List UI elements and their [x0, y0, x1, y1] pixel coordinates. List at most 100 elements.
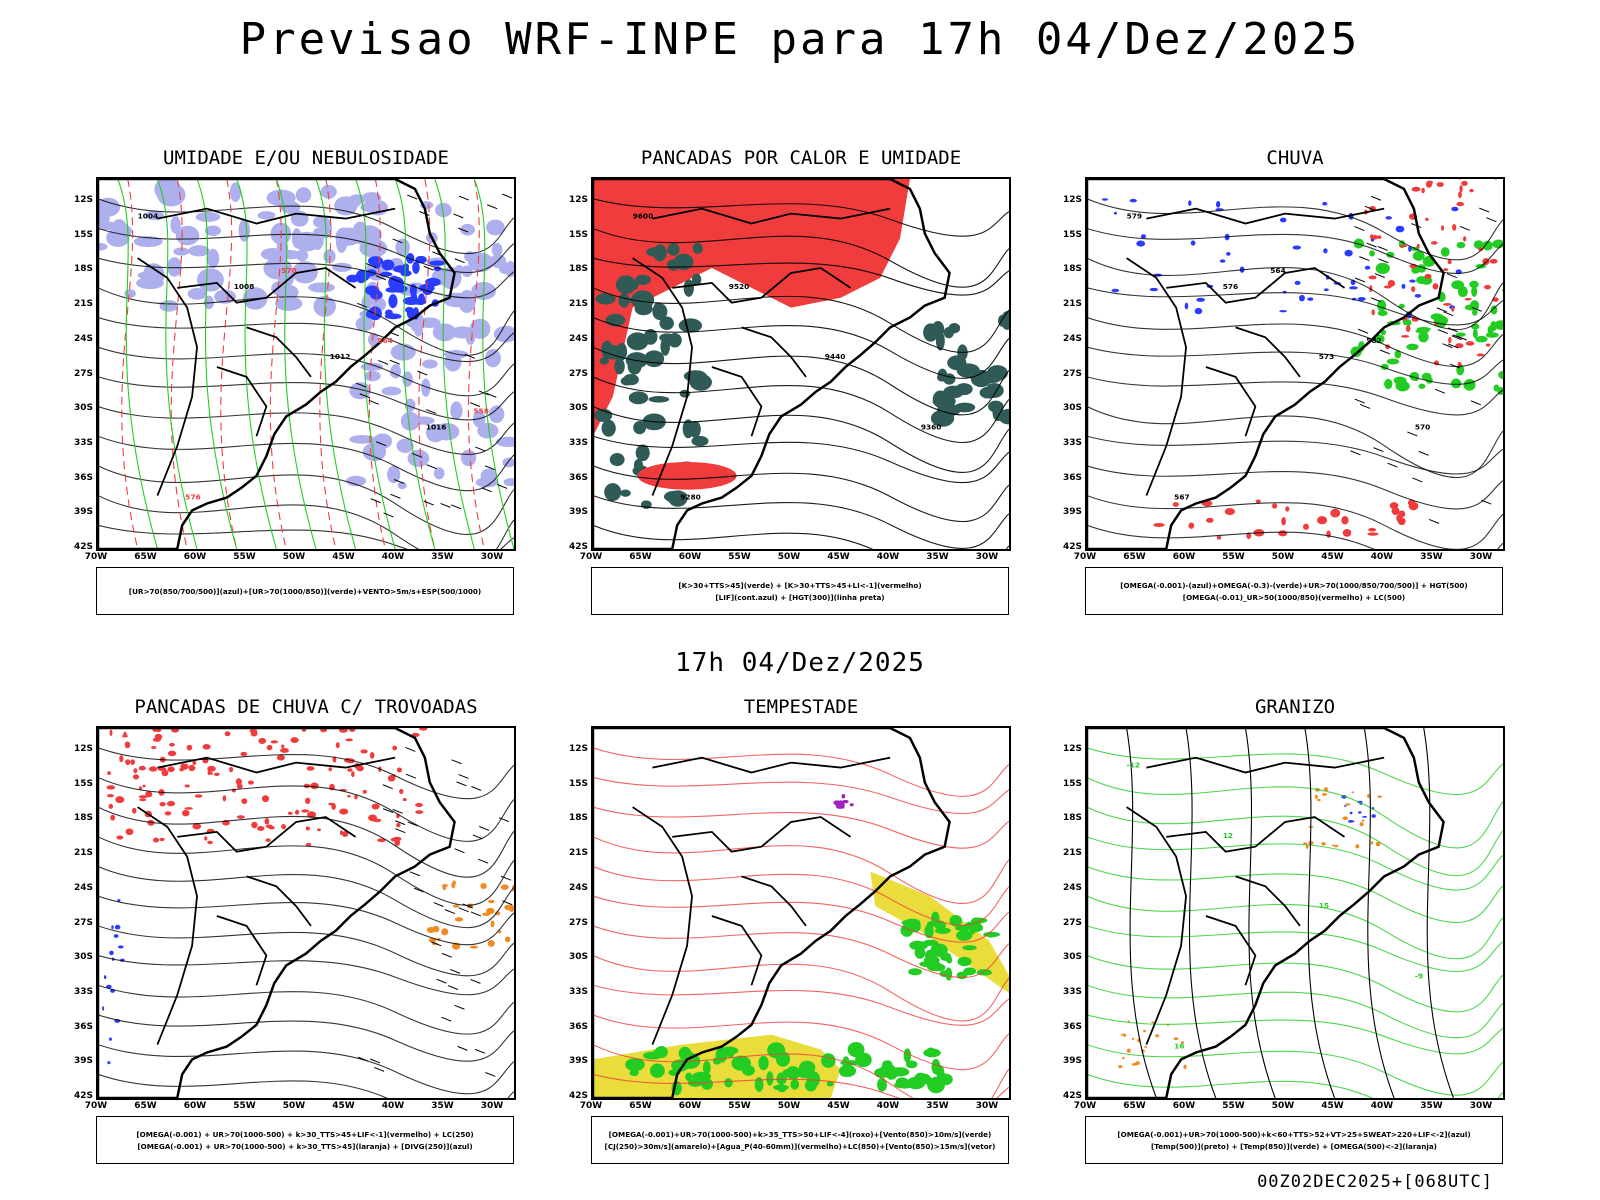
longitude-label: 35W: [926, 552, 949, 562]
latitude-label: 36S: [1062, 1021, 1082, 1032]
instability-green-area: [594, 242, 712, 509]
latitude-label: 33S: [1062, 437, 1082, 448]
contour-lines: [1087, 728, 1503, 1098]
contour-label: 16: [1174, 1042, 1184, 1051]
latitude-label: 39S: [568, 1056, 588, 1067]
latitude-label: 39S: [568, 507, 588, 518]
longitude-label: 45W: [1321, 1101, 1344, 1111]
panel-title: GRANIZO: [1254, 696, 1336, 718]
forecast-map: [591, 726, 1011, 1100]
panel-title: UMIDADE E/OU NEBULOSIDADE: [163, 147, 449, 169]
contour-labels: 9600 9520 9440 9360 9280: [633, 212, 942, 502]
latitude-label: 15S: [568, 229, 588, 240]
thunderstorm-orange-area: [426, 880, 514, 950]
latitude-label: 42S: [568, 542, 588, 552]
longitude-label: 45W: [827, 1101, 850, 1111]
contour-label: 9280: [680, 493, 701, 502]
latitude-label: 24S: [73, 882, 93, 893]
forecast-map: 9600 9520 9440 9360 9280: [591, 177, 1011, 551]
political-borders: [632, 207, 891, 496]
legend-line: [LIF](cont.azul) + [HGT(300)](linha pret…: [715, 592, 885, 602]
wind-green-south: [625, 1042, 953, 1096]
latitude-label: 18S: [568, 264, 588, 275]
coastline: [593, 728, 951, 1098]
latitude-label: 21S: [568, 848, 588, 859]
longitude-label: 40W: [1370, 552, 1394, 562]
latitude-label: 15S: [1062, 229, 1082, 240]
longitude-label: 60W: [183, 1101, 207, 1111]
map-svg: 9600 9520 9440 9360 9280: [593, 179, 1009, 549]
latitude-label: 36S: [73, 472, 93, 483]
longitude-label: 30W: [1469, 552, 1493, 562]
latitude-label: 24S: [568, 882, 588, 893]
longitude-label: 70W: [1073, 1101, 1097, 1111]
latitude-label: 15S: [568, 778, 588, 789]
latitude-label: 15S: [73, 778, 93, 789]
latitude-label: 27S: [1062, 917, 1082, 928]
coastline: [98, 179, 456, 549]
legend-line: [K>30+TTS>45](verde) + [K>30+TTS>45+LI<-…: [678, 580, 922, 590]
latitude-label: 21S: [568, 299, 588, 310]
latitude-label: 18S: [73, 813, 93, 824]
contour-label: 9520: [729, 282, 750, 291]
forecast-time-subtitle: 17h 04/Dez/2025: [675, 648, 925, 678]
latitude-label: 42S: [1062, 1091, 1082, 1101]
latitude-label: 27S: [568, 917, 588, 928]
contour-label: 9360: [921, 422, 942, 431]
coastline: [1087, 728, 1445, 1098]
latitude-label: 27S: [73, 368, 93, 379]
political-borders: [137, 756, 396, 1045]
contour-label: 564: [377, 336, 392, 345]
longitude-label: 30W: [1469, 1101, 1493, 1111]
panel-title: TEMPESTADE: [743, 696, 859, 718]
latitude-label: 30S: [73, 403, 93, 414]
latitude-label: 30S: [568, 952, 588, 963]
longitude-label: 45W: [332, 552, 355, 562]
longitude-label: 40W: [1370, 1101, 1394, 1111]
map-svg: [98, 728, 514, 1098]
map-layers: 9600 9520 9440 9360 9280: [593, 179, 1009, 549]
latitude-label: 12S: [568, 195, 588, 205]
latitude-label: 33S: [73, 986, 93, 997]
longitude-label: 35W: [1420, 1101, 1443, 1111]
longitude-label: 70W: [1073, 552, 1097, 562]
hail-orange-area: [1303, 787, 1382, 849]
contour-label: 570: [281, 266, 296, 275]
panel-legend: [OMEGA(-0.001)+UR>70(1000-500)+k>35_TTS>…: [591, 1116, 1009, 1164]
latitude-label: 39S: [73, 507, 93, 518]
latitude-label: 18S: [73, 264, 93, 275]
latitude-label: 18S: [1062, 264, 1082, 275]
latitude-label: 21S: [1062, 848, 1082, 859]
latitude-label: 42S: [73, 542, 93, 552]
latitude-label: 21S: [73, 299, 93, 310]
longitude-label: 35W: [431, 1101, 454, 1111]
latitude-label: 24S: [568, 333, 588, 344]
latitude-label: 42S: [73, 1091, 93, 1101]
latitude-label: 18S: [568, 813, 588, 824]
contour-label: 1008: [234, 282, 255, 291]
longitude-label: 55W: [233, 552, 256, 562]
contour-label: 576: [1223, 282, 1238, 291]
forecast-map: -12 12 15 -9 16: [1085, 726, 1505, 1100]
map-layers: [98, 728, 514, 1098]
longitude-label: 50W: [1271, 552, 1295, 562]
longitude-label: 50W: [282, 552, 306, 562]
latitude-label: 12S: [1062, 744, 1082, 754]
longitude-label: 50W: [282, 1101, 306, 1111]
longitude-label: 65W: [629, 552, 652, 562]
longitude-label: 50W: [777, 552, 801, 562]
panel-title: CHUVA: [1266, 147, 1324, 169]
contour-label: 576: [185, 493, 200, 502]
storm-purple-area: [833, 793, 854, 809]
contour-label: 1012: [330, 352, 351, 361]
longitude-label: 70W: [579, 1101, 603, 1111]
longitude-label: 55W: [728, 552, 751, 562]
panel-legend: [K>30+TTS>45](verde) + [K>30+TTS>45+LI<-…: [591, 567, 1009, 615]
contour-labels: -12 12 15 -9 16: [1127, 761, 1423, 1051]
legend-line: [Temp(500)](preto) + [Temp(850)](verde) …: [1151, 1141, 1437, 1151]
coastline: [1087, 179, 1445, 549]
model-run-stamp: 00Z02DEC2025+[068UTC]: [1257, 1172, 1493, 1192]
longitude-label: 30W: [975, 1101, 999, 1111]
latitude-label: 12S: [568, 744, 588, 754]
longitude-label: 65W: [134, 552, 157, 562]
